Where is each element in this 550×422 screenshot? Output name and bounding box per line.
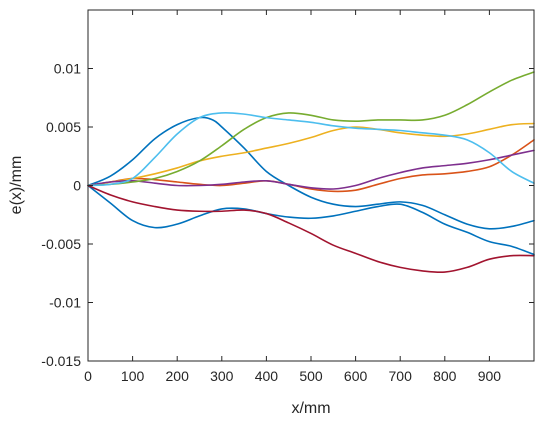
series-line-6 [87,111,535,187]
x-tick-label: 200 [166,368,190,384]
y-axis-ticks: -0.015 -0.01 -0.005 0 0.005 0.01 [41,61,534,369]
series-line-3 [87,122,535,187]
series-layer [87,71,535,274]
x-tick-label: 700 [389,368,413,384]
x-axis-ticks: 0 100 200 300 400 500 600 700 800 900 [84,10,501,384]
plot-area [88,10,534,361]
series-line-2 [87,139,535,193]
x-tick-label: 300 [210,368,234,384]
x-tick-label: 600 [344,368,368,384]
y-tick-label: -0.01 [49,295,81,311]
series-line-7 [87,184,535,256]
y-tick-label: -0.005 [41,236,81,252]
y-tick-label: -0.015 [41,353,81,369]
x-tick-label: 400 [255,368,279,384]
series-line-8 [87,184,535,274]
x-axis-label: x/mm [291,400,330,417]
y-tick-label: 0.01 [54,61,81,77]
x-tick-label: 900 [478,368,502,384]
y-tick-label: 0.005 [46,119,81,135]
series-line-1 [87,116,535,230]
y-tick-label: 0 [73,178,81,194]
x-tick-label: 500 [299,368,323,384]
x-tick-label: 100 [121,368,145,384]
x-tick-label: 0 [84,368,92,384]
series-line-5 [87,71,535,187]
series-line-4 [87,149,535,190]
x-tick-label: 800 [433,368,457,384]
y-axis-label: e(x)/mm [8,156,25,215]
